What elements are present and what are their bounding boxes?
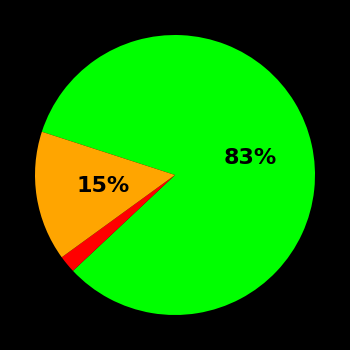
Wedge shape	[42, 35, 315, 315]
Wedge shape	[62, 175, 175, 271]
Wedge shape	[35, 132, 175, 257]
Text: 83%: 83%	[224, 148, 277, 168]
Text: 15%: 15%	[76, 176, 130, 196]
